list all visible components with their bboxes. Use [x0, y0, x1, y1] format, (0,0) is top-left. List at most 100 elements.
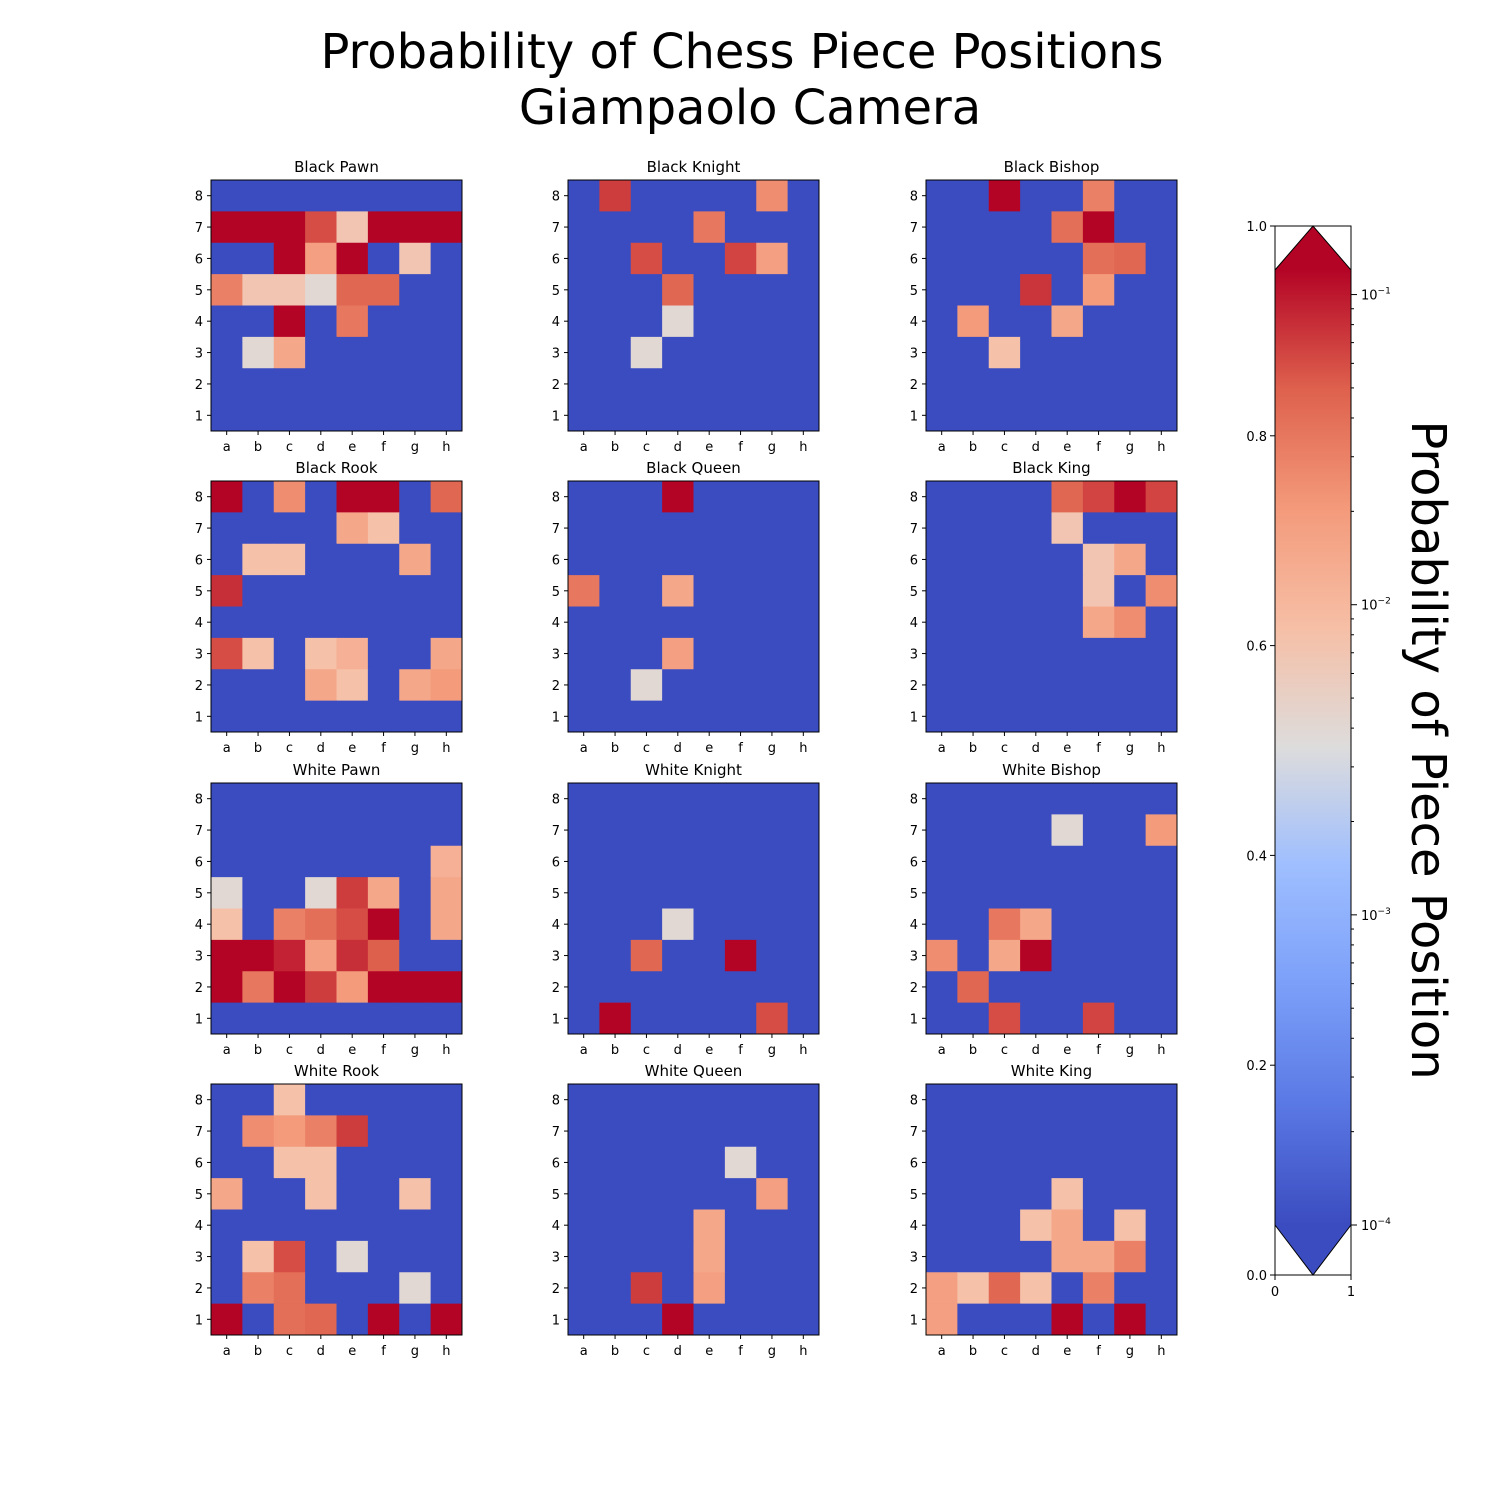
y-tick-label: 1	[552, 710, 560, 725]
x-tick-label: c	[1001, 440, 1008, 455]
heatmap-cell-b5	[242, 1178, 275, 1210]
heatmap-cell-b7	[599, 814, 632, 847]
x-tick-label: a	[938, 1043, 946, 1058]
heatmap-cell-h1	[1145, 1002, 1178, 1035]
heatmap-cell-h4	[1145, 1209, 1178, 1242]
heatmap-cell-d4	[1020, 305, 1052, 338]
heatmap-cell-h4	[430, 606, 463, 639]
heatmap-cell-a5	[926, 575, 958, 607]
heatmap-cell-e2	[336, 669, 369, 702]
heatmap-cell-c5	[630, 575, 663, 607]
heatmap-cell-h3	[430, 336, 463, 369]
panel-frame	[925, 782, 1178, 1035]
x-tick-label: b	[969, 1344, 977, 1359]
heatmap-cell-a1	[568, 700, 600, 733]
x-tick-label: g	[411, 1344, 419, 1359]
heatmap-cell-c5	[988, 274, 1021, 306]
heatmap-cell-f3	[724, 939, 757, 972]
heatmap-cell-d3	[305, 336, 337, 369]
heatmap-cell-c6	[273, 845, 306, 878]
y-tick-label: 2	[195, 679, 203, 694]
heatmap-cell-f5	[724, 274, 757, 306]
heatmap-cell-f2	[724, 368, 757, 401]
heatmap-cell-a8	[211, 783, 243, 815]
heatmap-cell-d4	[305, 1209, 337, 1242]
heatmap-cell-d7	[1020, 211, 1052, 244]
panel-frame	[567, 480, 820, 733]
x-tick-label: f	[1096, 741, 1101, 756]
heatmap-cell-d1	[662, 700, 694, 733]
heatmap-cell-f7	[724, 1115, 757, 1148]
y-tick-label: 2	[195, 1282, 203, 1297]
x-tick-label: f	[381, 1043, 386, 1058]
panel-frame	[925, 179, 1178, 432]
heatmap-cell-b6	[242, 242, 275, 275]
heatmap-cell-c2	[630, 669, 663, 702]
heatmap-cell-g2	[1114, 368, 1147, 401]
heatmap-cell-d6	[305, 543, 337, 576]
heatmap-cell-f1	[367, 700, 400, 733]
x-tick-label: d	[1032, 440, 1040, 455]
heatmap-cell-d7	[662, 1115, 694, 1148]
heatmap-cell-c8	[988, 481, 1021, 513]
heatmap-cell-a8	[568, 481, 600, 513]
y-tick-label: 8	[552, 190, 560, 205]
heatmap-cell-h5	[430, 1178, 463, 1210]
heatmap-cell-c1	[273, 700, 306, 733]
heatmap-cell-g7	[399, 512, 432, 545]
heatmap-cell-f6	[1082, 845, 1115, 878]
heatmap-cell-f3	[367, 1240, 400, 1273]
y-tick-label: 5	[552, 1188, 560, 1203]
heatmap-cell-e4	[1051, 908, 1084, 941]
heatmap-cell-h2	[430, 669, 463, 702]
heatmap-cell-e5	[693, 575, 726, 607]
x-tick-label: h	[442, 741, 450, 756]
heatmap-cell-a7	[211, 512, 243, 545]
heatmap-cell-e4	[693, 305, 726, 338]
heatmap-cell-e2	[1051, 669, 1084, 702]
y-tick-label: 7	[195, 824, 203, 839]
heatmap-cell-e4	[336, 305, 369, 338]
heatmap-cell-b8	[957, 180, 990, 212]
x-tick-label: f	[381, 440, 386, 455]
heatmap-cell-e1	[336, 399, 369, 432]
x-tick-label: h	[1157, 440, 1165, 455]
heatmap-cell-c8	[273, 1084, 306, 1116]
heatmap-cell-a2	[926, 971, 958, 1004]
heatmap-cell-g1	[756, 399, 789, 432]
heatmap-cell-h5	[430, 575, 463, 607]
heatmap-cell-c7	[273, 1115, 306, 1148]
heatmap-cell-g5	[756, 575, 789, 607]
x-tick-label: g	[768, 1043, 776, 1058]
heatmap-cell-d1	[1020, 700, 1052, 733]
heatmap-cell-d3	[1020, 1240, 1052, 1273]
heatmap-cell-d6	[662, 242, 694, 275]
x-tick-label: a	[580, 440, 588, 455]
heatmap-cell-c8	[630, 783, 663, 815]
heatmap-cell-a2	[568, 368, 600, 401]
heatmap-cell-f1	[724, 1002, 757, 1035]
x-tick-label: f	[738, 741, 743, 756]
x-tick-label: d	[317, 1043, 325, 1058]
y-tick-label: 7	[910, 221, 918, 236]
heatmap-cell-e5	[336, 877, 369, 909]
heatmap-cell-a4	[926, 908, 958, 941]
heatmap-cell-d1	[662, 1002, 694, 1035]
colorbar-log-ticks: 10−1 10−2 10−3 10−4	[1351, 287, 1391, 1234]
heatmap-cell-c5	[630, 274, 663, 306]
heatmap-cell-c8	[630, 180, 663, 212]
y-tick-label: 5	[195, 887, 203, 902]
heatmap-cell-f5	[724, 1178, 757, 1210]
heatmap-cell-h3	[1145, 336, 1178, 369]
heatmap-cell-d2	[1020, 368, 1052, 401]
heatmap-cell-a4	[211, 606, 243, 639]
heatmap-cell-b7	[242, 814, 275, 847]
y-tick-label: 1	[195, 409, 203, 424]
x-tick-label: b	[611, 1043, 619, 1058]
heatmap-cell-b7	[242, 1115, 275, 1148]
y-tick-label: 4	[195, 1219, 203, 1234]
heatmap-cell-h4	[1145, 305, 1178, 338]
heatmap-cell-a4	[211, 305, 243, 338]
heatmap-cell-f6	[1082, 543, 1115, 576]
heatmap-cell-a6	[926, 242, 958, 275]
